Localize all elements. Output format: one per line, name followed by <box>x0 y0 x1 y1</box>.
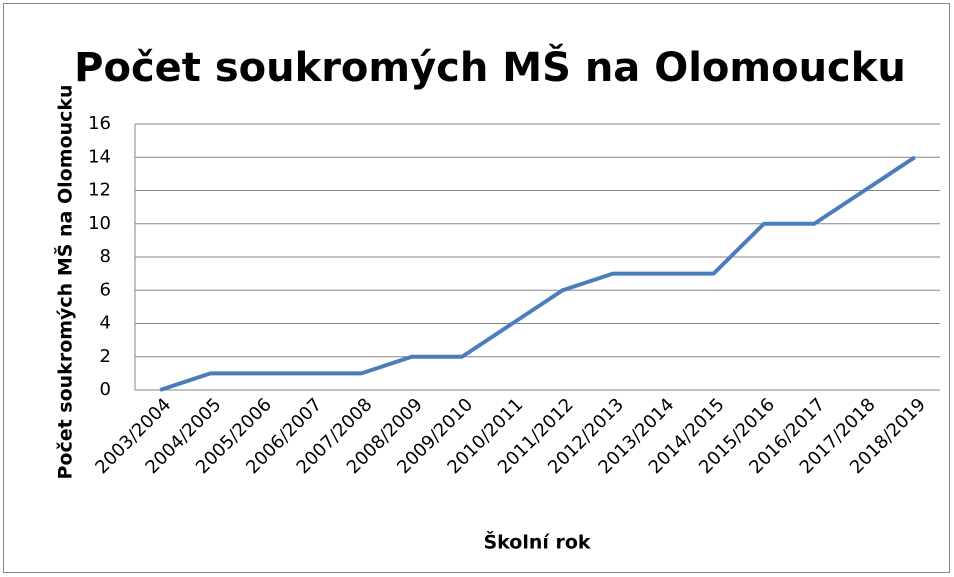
y-tick-label: 16 <box>88 113 111 134</box>
chart-border <box>3 3 950 573</box>
data-line <box>159 155 916 392</box>
x-axis-label: Školní rok <box>483 530 590 554</box>
y-tick-label: 10 <box>88 213 111 234</box>
y-tick-label: 4 <box>100 313 111 334</box>
y-tick-label: 6 <box>100 279 111 300</box>
y-tick-label: 8 <box>100 246 111 267</box>
y-axis-label: Počet soukromých MŠ na Olomoucku <box>53 84 77 479</box>
y-tick-label: 2 <box>100 346 111 367</box>
y-tick-label: 0 <box>100 379 111 400</box>
y-tick-label: 12 <box>88 180 111 201</box>
y-tick-label: 14 <box>88 146 111 167</box>
chart-title: Počet soukromých MŠ na Olomoucku <box>74 43 906 91</box>
